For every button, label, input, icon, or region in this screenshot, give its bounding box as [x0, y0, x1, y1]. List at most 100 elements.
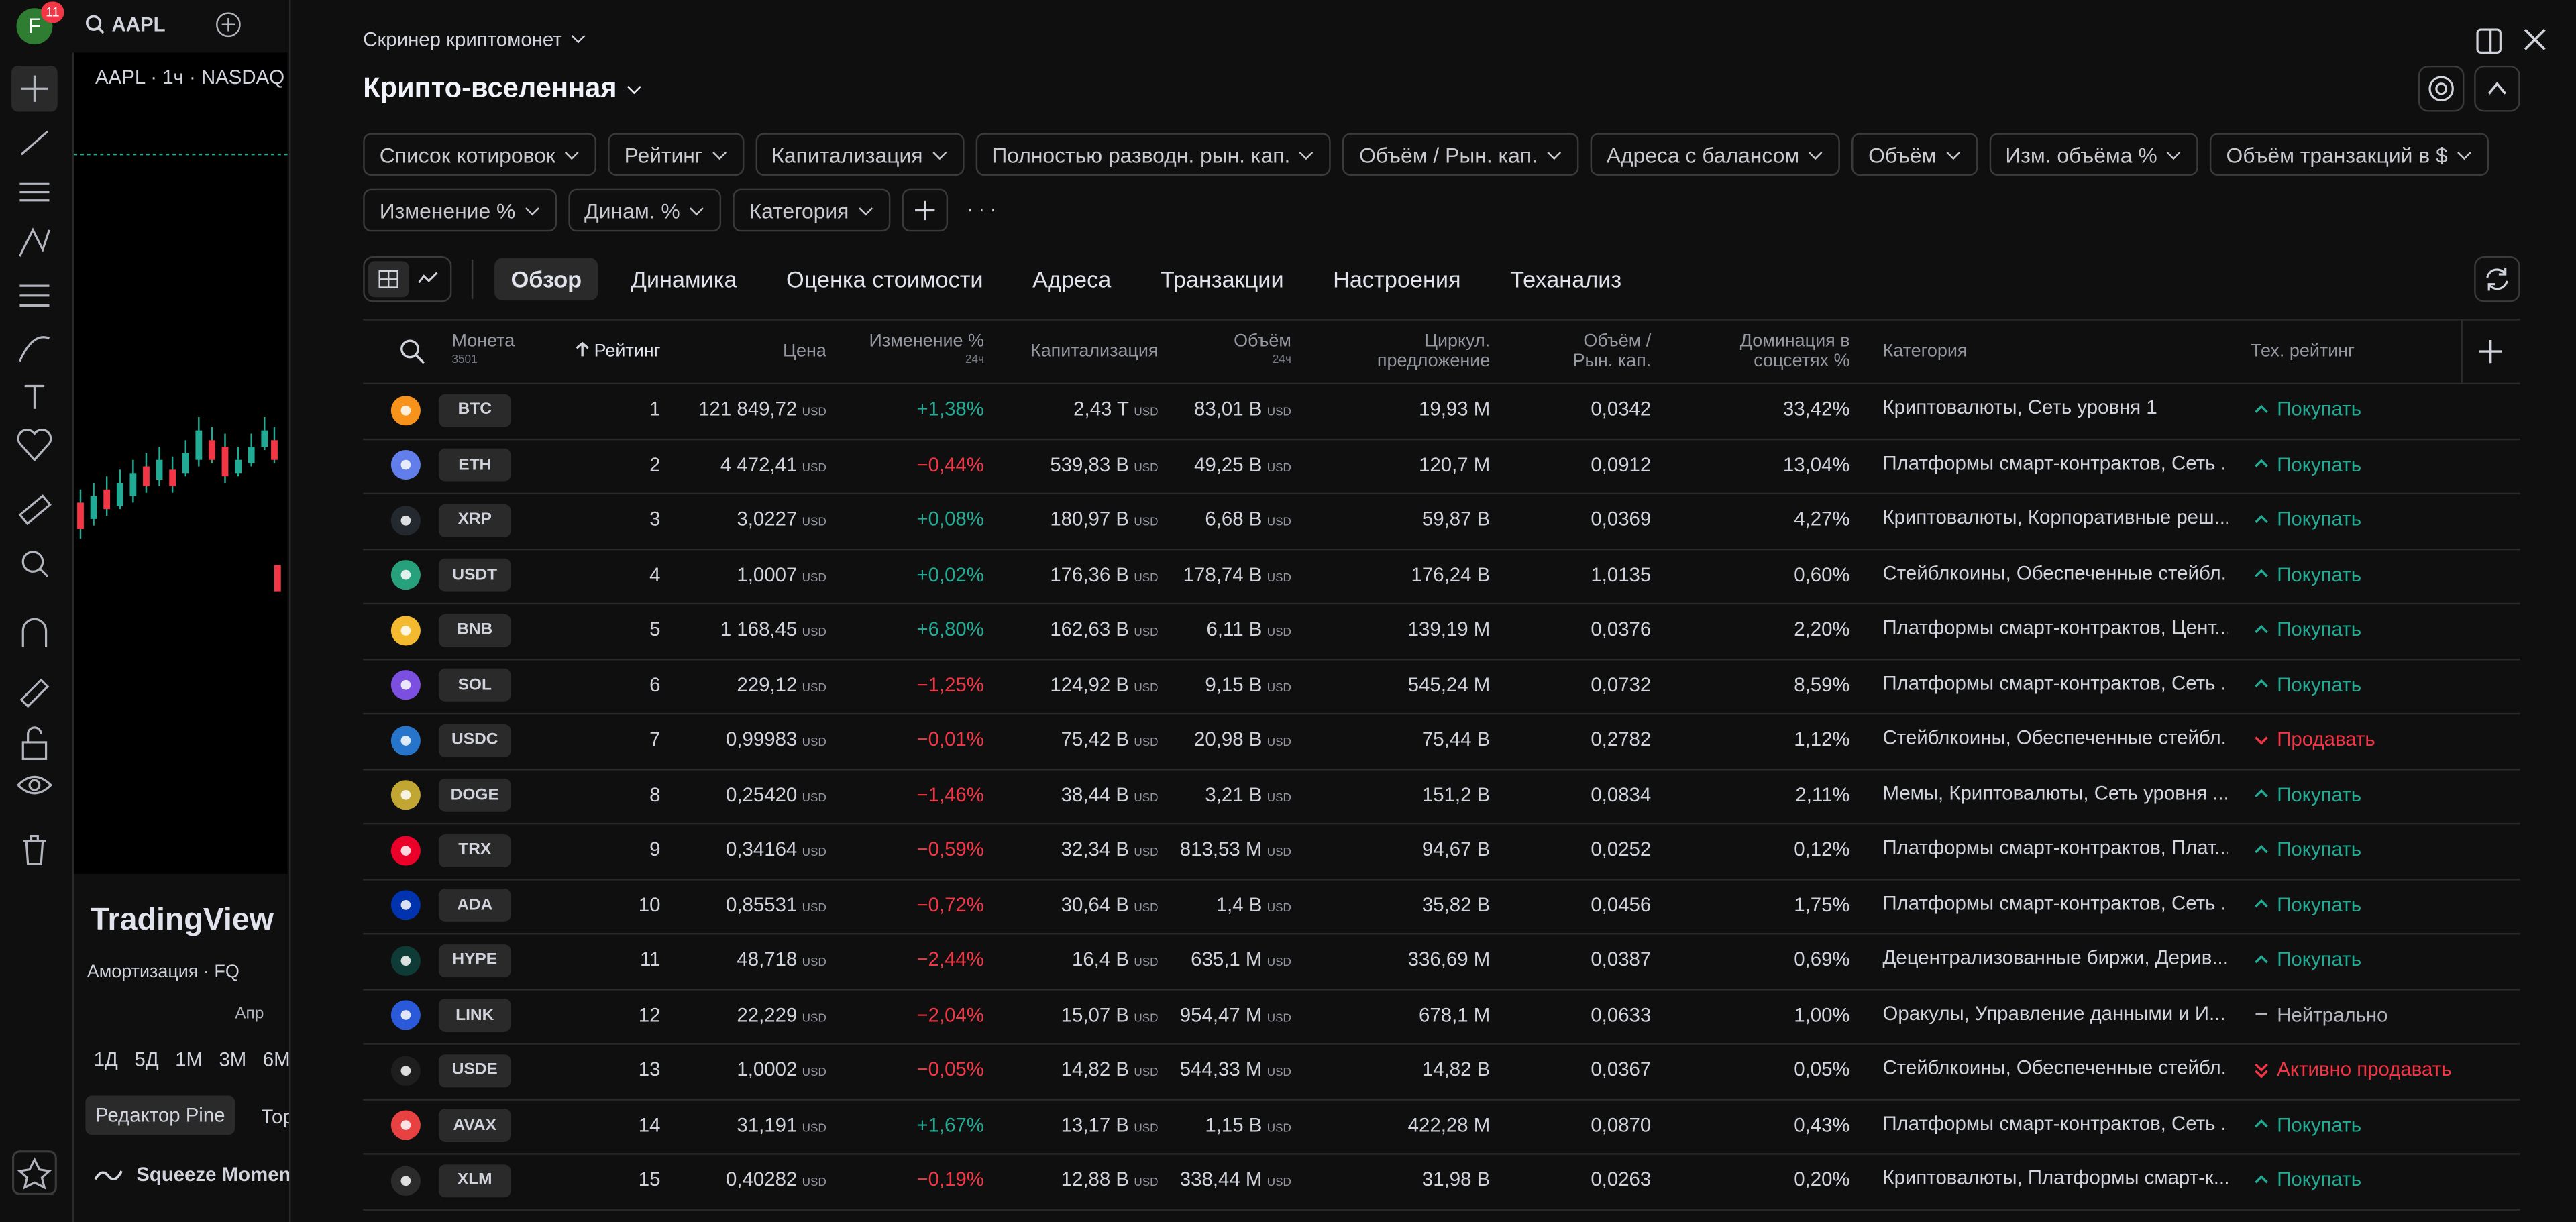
column-header[interactable]: Объём24ч [1234, 319, 1291, 383]
ticker-badge[interactable]: SOL [439, 669, 511, 702]
column-header[interactable]: Капитализация [1030, 319, 1159, 383]
breadcrumb[interactable]: Скринер криптомонет [363, 28, 586, 51]
cell-dominance: 1,12% [1794, 713, 1849, 767]
filter-pill[interactable]: Полностью разводн. рын. кап. [975, 133, 1332, 176]
filter-label: Объём / Рын. кап. [1359, 142, 1538, 167]
filter-pill[interactable]: Адреса с балансом [1590, 133, 1840, 176]
column-header[interactable]: Рейтинг [574, 319, 660, 383]
search-icon[interactable] [85, 15, 105, 34]
value: 180,97 B [1050, 508, 1129, 531]
ticker-badge[interactable]: TRX [439, 834, 511, 867]
ticker-badge[interactable]: BNB [439, 614, 511, 647]
title-text[interactable]: Крипто-вселенная [363, 72, 616, 104]
filter-pill[interactable]: Объём [1852, 133, 1978, 176]
column-header[interactable]: Циркул. предложение [1375, 319, 1490, 383]
cell-price: 3,0227USD [737, 493, 826, 547]
table-search[interactable] [399, 338, 425, 372]
ticker-badge[interactable]: AVAX [439, 1109, 511, 1142]
icon [399, 338, 425, 364]
screen-title[interactable]: Крипто-вселенная [363, 72, 641, 105]
cell-dominance: 0,43% [1794, 1098, 1849, 1152]
column-header[interactable]: Объём / Рын. кап. [1552, 319, 1651, 383]
value: 3,21 B [1205, 783, 1262, 806]
column-header[interactable]: Цена [783, 319, 826, 383]
pine-editor-tab[interactable]: Редактор Pine [85, 1095, 235, 1135]
value: 33,42% [1783, 398, 1850, 421]
value: 19,93 M [1419, 398, 1490, 421]
column-divider [2461, 319, 2463, 383]
ticker-badge[interactable]: USDC [439, 724, 511, 757]
filter-pill[interactable]: Объём / Рын. кап. [1343, 133, 1579, 176]
filter-pill[interactable]: Изменение % [363, 189, 556, 232]
view-toggle[interactable] [363, 256, 451, 302]
unit: USD [802, 1068, 826, 1079]
value: 9,15 B [1205, 673, 1262, 696]
filter-pill[interactable]: Капитализация [755, 133, 964, 176]
refresh-button[interactable] [2474, 256, 2520, 302]
filter-pill[interactable]: Список котировок [363, 133, 596, 176]
ticker-badge[interactable]: HYPE [439, 944, 511, 977]
unit: USD [1267, 407, 1291, 419]
period-button[interactable]: 5Д [134, 1048, 158, 1070]
tab[interactable]: Динамика [614, 258, 753, 300]
column-sub: 3501 [451, 351, 515, 370]
column-header[interactable]: Монета3501 [451, 319, 515, 383]
column-header[interactable]: Доминация в соцсетях % [1719, 319, 1850, 383]
value: 0,99983 [726, 728, 797, 751]
settings-button[interactable] [2418, 66, 2465, 112]
column-header[interactable]: Тех. рейтинг [2251, 319, 2355, 383]
ticker-badge[interactable]: USDE [439, 1054, 511, 1087]
filter-pill[interactable]: Динам. % [568, 189, 721, 232]
ticker-badge[interactable]: ETH [439, 449, 511, 482]
ticker-badge[interactable]: LINK [439, 999, 511, 1032]
tab[interactable]: Транзакции [1144, 258, 1300, 300]
cell-category: Криптовалюты, Корпоративные реш... [1883, 491, 2228, 545]
filter-pill[interactable]: Рейтинг [608, 133, 744, 176]
period-button[interactable]: 6М [263, 1048, 290, 1070]
column-header[interactable]: Изменение %24ч [869, 319, 984, 383]
value: 0,40282 [726, 1168, 797, 1190]
unit: USD [1134, 683, 1158, 694]
period-button[interactable]: 1М [175, 1048, 203, 1070]
cell-dominance: 0,20% [1794, 1153, 1849, 1207]
ticker-badge[interactable]: USDT [439, 559, 511, 592]
symbol-search[interactable]: AAPL [112, 13, 166, 36]
ticker-badge[interactable]: BTC [439, 394, 511, 427]
cell-vol-cap: 0,2782 [1591, 713, 1651, 767]
ticker-badge[interactable]: DOGE [439, 779, 511, 812]
filter-pill[interactable]: Категория [733, 189, 890, 232]
collapse-button[interactable] [2474, 66, 2520, 112]
cell-rank: 4 [649, 548, 660, 602]
unit: USD [802, 1123, 826, 1134]
period-button[interactable]: 3М [219, 1048, 246, 1070]
period-button[interactable]: 1Д [94, 1048, 118, 1070]
tool-icons[interactable] [0, 52, 72, 1222]
column-header[interactable]: Категория [1883, 319, 1968, 383]
value: +1,67% [916, 1113, 984, 1135]
tab[interactable]: Обзор [494, 258, 598, 300]
tab[interactable]: Оценка стоимости [770, 258, 1000, 300]
ticker-badge[interactable]: ADA [439, 889, 511, 922]
icon [2254, 787, 2269, 803]
breadcrumb-text[interactable]: Скринер криптомонет [363, 28, 562, 51]
add-symbol[interactable] [215, 11, 241, 38]
add-column[interactable] [2477, 338, 2504, 372]
cell-category: Платформы смарт-контрактов, Сеть ... [1883, 656, 2228, 710]
cell-volume: 338,44 MUSD [1180, 1153, 1291, 1207]
ticker-badge[interactable]: XRP [439, 504, 511, 537]
unit: USD [1134, 738, 1158, 749]
filter-pill[interactable]: Изм. объёма % [1989, 133, 2198, 176]
cell-dominance: 13,04% [1783, 438, 1850, 492]
window-controls[interactable] [2474, 25, 2556, 58]
ticker-badge[interactable]: XLM [439, 1164, 511, 1197]
add-filter[interactable] [902, 189, 948, 232]
more-filters[interactable] [959, 189, 1002, 232]
cell-change: −0,59% [916, 823, 984, 877]
tab[interactable]: Настроения [1317, 258, 1478, 300]
tab[interactable]: Адреса [1016, 258, 1128, 300]
cell-price: 4 472,41USD [720, 438, 826, 492]
filter-pill[interactable]: Объём транзакций в $ [2210, 133, 2489, 176]
tab[interactable]: Теханализ [1494, 258, 1638, 300]
unit: USD [1134, 903, 1158, 914]
